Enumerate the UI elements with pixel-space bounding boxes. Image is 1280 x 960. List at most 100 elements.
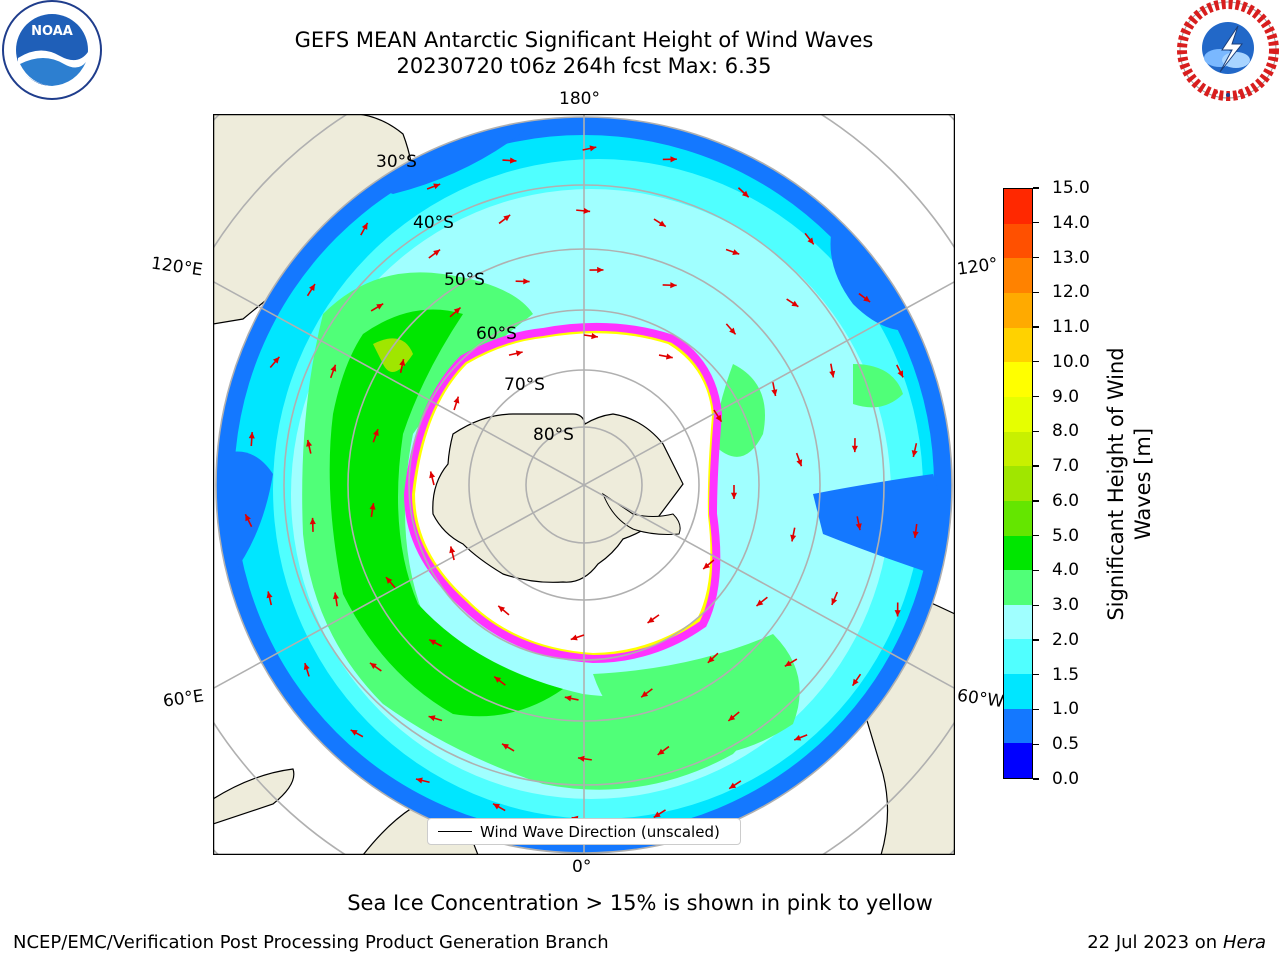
wind-wave-arrow	[350, 729, 364, 738]
lon-label-right-upper: 120°	[955, 254, 1000, 280]
wind-wave-arrow	[786, 298, 799, 308]
colorbar-tick-label: 6.0	[1033, 491, 1079, 511]
colorbar-segment	[1004, 189, 1032, 224]
wind-wave-arrow	[269, 356, 280, 369]
legend-line-swatch	[438, 831, 472, 832]
wind-wave-arrow	[428, 248, 441, 259]
wind-wave-arrow	[657, 745, 670, 756]
wind-wave-arrow	[896, 364, 904, 378]
colorbar-segment	[1004, 500, 1032, 536]
wind-wave-arrow	[329, 364, 337, 379]
colorbar-tick-label: 3.0	[1033, 595, 1079, 615]
wind-wave-arrow	[858, 292, 871, 303]
system-name: Hera	[1222, 932, 1266, 953]
wind-wave-arrows	[244, 145, 919, 822]
colorbar-segment	[1004, 396, 1032, 432]
continent-antarctica	[432, 413, 684, 583]
nws-logo	[1176, 0, 1280, 108]
date-text: 22 Jul 2023 on Hera	[1087, 932, 1266, 953]
noaa-logo-text: NOAA	[31, 24, 73, 39]
wind-wave-arrow	[576, 207, 591, 214]
colorbar-segment	[1004, 223, 1032, 259]
colorbar-segment	[1004, 535, 1032, 571]
colorbar-tick-label: 12.0	[1033, 282, 1090, 302]
lon-label-right-lower: 60°W	[955, 685, 1006, 713]
wind-wave-arrow	[707, 652, 719, 664]
noaa-logo: NOAA	[0, 0, 104, 108]
wind-wave-arrow	[502, 157, 517, 164]
wind-wave-arrow	[370, 303, 384, 312]
wind-wave-arrow	[244, 513, 253, 528]
lon-label-left-lower: 60°E	[161, 686, 206, 712]
wind-wave-arrow	[647, 614, 660, 624]
colorbar-tick-label: 13.0	[1033, 248, 1090, 268]
wind-wave-arrow	[515, 278, 530, 285]
colorbar-tick-label: 0.5	[1033, 734, 1079, 754]
chart-title: GEFS MEAN Antarctic Significant Height o…	[294, 28, 874, 52]
colorbar-tick-label: 8.0	[1033, 421, 1079, 441]
wind-wave-arrow	[795, 452, 803, 467]
colorbar-tick-label: 1.5	[1033, 665, 1079, 685]
wind-wave-arrow	[508, 350, 523, 357]
colorbar-segment	[1004, 604, 1032, 640]
wind-wave-arrow	[426, 183, 441, 190]
wind-wave-arrow	[790, 527, 797, 542]
wind-wave-arrow	[851, 673, 862, 687]
wind-wave-arrow	[306, 439, 313, 454]
wind-wave-arrow	[755, 596, 768, 607]
wind-wave-arrow	[894, 602, 901, 617]
wind-wave-arrow	[793, 734, 808, 741]
colorbar-tick-label: 10.0	[1033, 352, 1090, 372]
wind-wave-arrow	[360, 222, 369, 236]
colorbar-tick-label: 11.0	[1033, 317, 1090, 337]
colorbar-tick-label: 0.0	[1033, 769, 1079, 789]
wind-wave-arrow	[912, 523, 919, 538]
colorbar-tick-label: 2.0	[1033, 630, 1079, 650]
wind-wave-arrow	[725, 323, 737, 335]
wind-wave-arrow	[309, 517, 316, 532]
wind-wave-arrow	[501, 743, 515, 752]
date-label: 22 Jul 2023 on	[1087, 932, 1218, 953]
wind-wave-arrow	[737, 187, 750, 198]
wind-wave-arrow	[653, 218, 667, 228]
wind-wave-arrow	[399, 358, 406, 373]
wind-wave-arrow	[453, 396, 460, 411]
lat-label-80s: 80°S	[533, 425, 574, 445]
wind-wave-arrow	[911, 443, 918, 458]
wind-wave-arrow	[804, 232, 815, 245]
wind-wave-arrow	[784, 658, 798, 667]
colorbar-tick-label: 5.0	[1033, 526, 1079, 546]
colorbar	[1003, 188, 1033, 779]
wind-wave-arrow	[266, 591, 273, 606]
wind-wave-arrow	[493, 675, 506, 686]
wind-wave-arrow	[429, 471, 436, 486]
lon-label-left-upper: 120°E	[149, 253, 204, 281]
colorbar-segment	[1004, 743, 1032, 778]
lon-label-top: 180°	[559, 89, 600, 109]
wind-wave-arrow	[702, 559, 715, 570]
colorbar-segment	[1004, 258, 1032, 294]
colorbar-segment	[1004, 431, 1032, 467]
wind-wave-arrow	[727, 711, 740, 722]
colorbar-segment	[1004, 570, 1032, 605]
wind-wave-arrow	[713, 409, 723, 423]
colorbar-segment	[1004, 327, 1032, 363]
wind-wave-arrow	[570, 634, 585, 641]
wind-wave-arrow	[577, 755, 592, 762]
wind-wave-arrow	[492, 802, 506, 812]
wind-wave-arrow	[582, 145, 597, 152]
colorbar-segment	[1004, 639, 1032, 675]
chart-subtitle: 20230720 t06z 264h fcst Max: 6.35	[396, 54, 772, 78]
wind-wave-arrow	[583, 333, 598, 340]
wind-wave-arrow	[640, 688, 653, 698]
lat-label-40s: 40°S	[413, 213, 454, 233]
wind-wave-arrow	[564, 695, 579, 702]
polar-map	[213, 114, 955, 855]
lat-label-60s: 60°S	[476, 324, 517, 344]
colorbar-segment	[1004, 293, 1032, 328]
map-legend: Wind Wave Direction (unscaled)	[427, 818, 741, 845]
wind-wave-arrow	[829, 363, 836, 378]
wind-wave-arrow	[306, 283, 316, 297]
colorbar-label-line1: Significant Height of Wind	[1104, 347, 1128, 621]
wind-wave-arrow	[589, 266, 604, 274]
